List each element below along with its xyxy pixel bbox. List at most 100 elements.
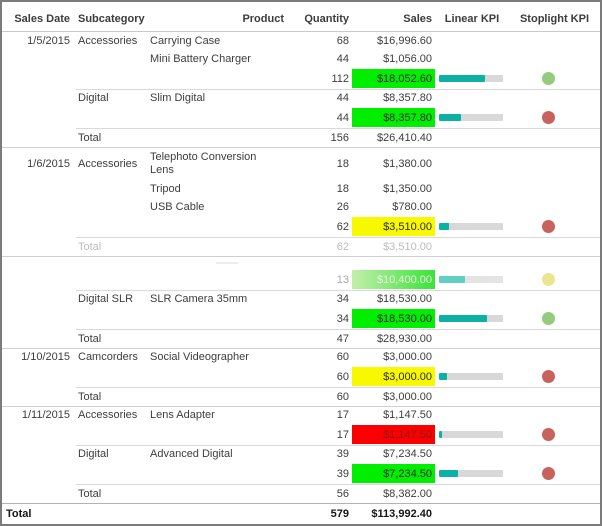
stoplight-red-dot [542,111,555,124]
quantity-cell: 44 [336,53,349,65]
quantity-cell: 17 [336,428,349,441]
separator-line [2,406,600,407]
linear-kpi-cell [435,431,509,438]
stoplight-green-dot [542,72,555,85]
quantity-cell: 34 [336,312,349,325]
separator-line [76,484,600,485]
sales-kpi-highlight: $18,052.60 [352,69,435,88]
linear-kpi-bar-track [439,276,503,283]
linear-kpi-bar-track [439,114,503,121]
stoplight-kpi-cell [509,428,600,441]
column-header-quantity: Quantity [304,12,349,25]
sales-cell: $113,992.40 [371,507,432,520]
quantity-cell: 13 [336,273,349,286]
quantity-cell: 39 [336,448,349,460]
linear-kpi-bar-track [439,373,503,380]
linear-kpi-bar-fill [439,315,487,322]
sales-cell: $7,234.50 [383,448,432,460]
sales-cell: $8,357.80 [352,107,435,128]
detail-row: Digital Advanced Digital 39 $7,234.50 [2,445,600,463]
sales-cell: $16,996.60 [376,35,432,47]
separator-line [76,128,600,129]
sales-date-cell: 1/6/2015 [27,157,70,170]
stoplight-red-dot [542,467,555,480]
column-header-sales: Sales [403,12,432,25]
separator-line [76,89,600,90]
subtotal-row: 62 $3,510.00 [2,216,600,237]
quantity-cell: 156 [330,131,349,144]
grand-row: Total 579 $113,992.40 [2,503,600,524]
faded-row-remnant [216,261,238,264]
sales-cell: $18,530.00 [376,293,432,305]
sales-cell: $3,510.00 [383,240,432,253]
linear-kpi-bar-fill [439,114,462,121]
sales-cell: $8,382.00 [383,487,432,500]
total-label-cell: Total [78,390,102,403]
stoplight-kpi-cell [509,273,600,286]
column-header-stoplight-kpi: Stoplight KPI [519,12,590,25]
product-cell: Advanced Digital [150,448,233,460]
stoplight-kpi-cell [509,111,600,124]
subcategory-cell: Digital SLR [78,293,134,305]
detail-row: Digital SLR SLR Camera 35mm 34 $18,530.00 [2,290,600,308]
detail-row: Mini Battery Charger 44 $1,056.00 [2,50,600,68]
stoplight-kpi-cell [509,467,600,480]
detail-row: USB Cable 26 $780.00 [2,198,600,216]
table-body: 1/5/2015 Accessories Carrying Case 68 $16,99… [2,32,600,524]
sales-date-cell: 1/5/2015 [27,35,70,47]
linear-kpi-bar-fill [439,276,465,283]
sales-cell: $8,357.80 [383,92,432,104]
linear-kpi-bar-track [439,315,503,322]
separator-line [76,237,600,238]
quantity-cell: 18 [336,183,349,195]
sales-cell: $28,930.00 [376,332,432,345]
sales-cell: $10,400.00 [352,269,435,290]
quantity-cell: 68 [336,35,349,47]
sales-cell: $3,000.00 [352,366,435,387]
product-cell: Slim Digital [150,92,206,104]
sales-kpi-highlight: $3,000.00 [352,367,435,386]
total-label-cell: Total [78,240,102,253]
stoplight-kpi-cell [509,370,600,383]
stoplight-red-dot [542,370,555,383]
linear-kpi-cell [435,276,509,283]
linear-kpi-cell [435,470,509,477]
total-row: Total 56 $8,382.00 [2,484,600,503]
linear-kpi-bar-track [439,223,503,230]
quantity-cell: 62 [336,220,349,233]
separator-line [76,445,600,446]
product-cell: Social Videographer [150,351,249,363]
separator-line [2,348,600,349]
detail-row: 1/5/2015 Accessories Carrying Case 68 $16,99… [2,32,600,50]
separator-line [2,147,600,148]
sales-kpi-highlight: $10,400.00 [352,270,435,289]
subcategory-cell: Accessories [78,157,138,170]
separator-line [76,387,600,388]
total-label-cell: Total [78,131,102,144]
stoplight-kpi-cell [509,72,600,85]
sales-cell: $1,380.00 [383,157,432,170]
sales-cell: $3,000.00 [383,390,432,403]
subcategory-cell: Camcorders [78,351,138,363]
detail-row: Tripod 18 $1,350.00 [2,180,600,198]
sales-kpi-highlight: $1,147.50 [352,425,435,444]
product-cell: Lens Adapter [150,409,215,421]
detail-row: 1/10/2015 Camcorders Social Videographer 60… [2,348,600,366]
sales-cell: $7,234.50 [352,463,435,484]
column-header-linear-kpi: Linear KPI [444,12,500,25]
subtotal-row: 34 $18,530.00 [2,308,600,329]
sales-cell: $780.00 [392,201,432,213]
sales-cell: $3,000.00 [383,351,432,363]
quantity-cell: 56 [336,487,349,500]
stoplight-yellow-dot [542,273,555,286]
stoplight-kpi-cell [509,312,600,325]
subtotal-row: 39 $7,234.50 [2,463,600,484]
subtotal-row: 60 $3,000.00 [2,366,600,387]
linear-kpi-bar-fill [439,431,443,438]
stoplight-green-dot [542,312,555,325]
product-cell: Mini Battery Charger [150,53,251,65]
sales-cell: $18,052.60 [352,68,435,89]
quantity-cell: 579 [330,507,349,520]
sales-cell: $3,510.00 [352,216,435,237]
